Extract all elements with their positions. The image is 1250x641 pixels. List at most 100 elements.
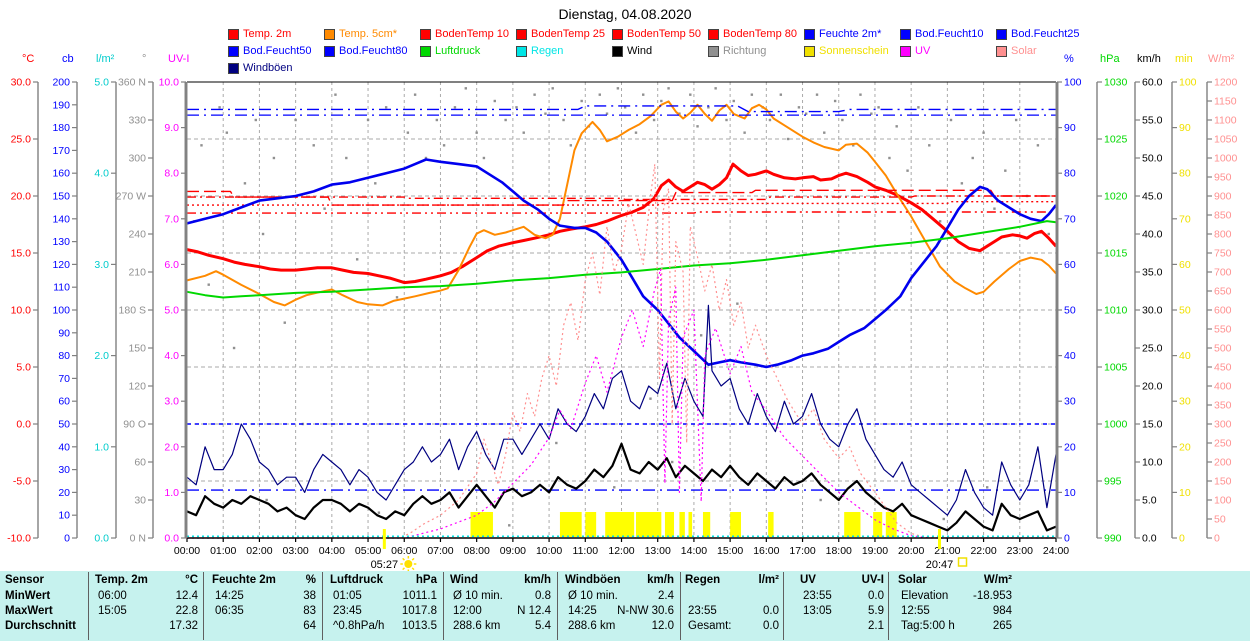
- table-separator: [443, 572, 444, 640]
- richtung-dot: [660, 99, 663, 103]
- sunshine-bar: [844, 512, 861, 537]
- stat-cell-value: 2.4: [658, 590, 674, 602]
- legend-item: BodenTemp 50: [612, 28, 701, 40]
- richtung-dot: [642, 93, 645, 96]
- sunshine-bar: [605, 512, 635, 537]
- table-col-header: Solar: [898, 574, 927, 586]
- legend-label: UV: [915, 45, 931, 57]
- axis-label-wm2: 450: [1214, 362, 1232, 374]
- sunrise-icon-ray: [411, 567, 415, 571]
- richtung-dot: [986, 486, 989, 489]
- axis-label-wm2: 650: [1214, 286, 1232, 298]
- richtung-dot: [786, 137, 790, 141]
- legend-swatch-Bod.Feucht10: [900, 28, 911, 40]
- richtung-dot: [1036, 144, 1040, 147]
- table-separator: [783, 572, 784, 640]
- stat-cell-time: Ø 10 min.: [568, 590, 618, 602]
- axis-label-degC: 5.0: [16, 362, 31, 374]
- axis-label-wm2: 300: [1214, 419, 1232, 431]
- axis-label-uvi: 5.0: [164, 305, 179, 317]
- series-windboeen: [186, 304, 1057, 516]
- richtung-dot: [243, 182, 247, 185]
- richtung-dot: [960, 182, 964, 185]
- richtung-dot: [743, 131, 746, 134]
- axis-header-deg: °: [142, 53, 147, 65]
- legend-swatch-Temp. 5cm*: [324, 28, 335, 40]
- axis-label-pct: 30: [1064, 396, 1076, 408]
- richtung-dot: [200, 144, 203, 147]
- richtung-dot: [515, 106, 518, 109]
- legend-swatch-BodenTemp 10: [420, 28, 431, 40]
- stat-cell-time: 23:55: [803, 590, 832, 602]
- legend-label: BodenTemp 80: [723, 28, 797, 40]
- stat-cell-time: 13:05: [803, 605, 832, 617]
- series-bod_feucht_50: [187, 105, 1056, 113]
- legend-item: Bod.Feucht10: [900, 28, 984, 40]
- richtung-dot: [475, 131, 478, 134]
- x-tick-label: 20:00: [898, 545, 924, 557]
- stat-cell-time: Elevation: [901, 590, 949, 602]
- axis-label-minY: 30: [1179, 396, 1191, 408]
- stat-cell-value: N 12.4: [517, 605, 551, 617]
- table-separator: [88, 572, 89, 640]
- richtung-dot: [652, 118, 656, 122]
- table-col-header: Temp. 2m: [95, 574, 148, 586]
- stat-cell-value: 64: [303, 620, 316, 632]
- axis-label-cb: 20: [58, 487, 70, 499]
- axis-label-wm2: 750: [1214, 248, 1232, 260]
- legend-item: Feuchte 2m*: [804, 28, 881, 40]
- richtung-dot: [569, 144, 573, 147]
- sunrise-icon-ray: [411, 557, 415, 561]
- sunshine-bar: [559, 512, 582, 537]
- richtung-dot: [928, 144, 931, 147]
- axis-label-hpa: 1005: [1104, 362, 1128, 374]
- axis-label-uvi: 9.0: [164, 122, 179, 134]
- series-wind: [186, 442, 1057, 532]
- legend-swatch-BodenTemp 25: [516, 28, 527, 40]
- axis-label-degC: 10.0: [11, 305, 32, 317]
- stat-cell-value: 1013.5: [401, 620, 437, 632]
- legend-item: Temp. 2m: [228, 28, 291, 40]
- richtung-dot: [725, 118, 728, 122]
- axis-label-wm2: 0: [1214, 533, 1220, 545]
- axis-label-degC: -5.0: [13, 476, 31, 488]
- richtung-dot: [555, 441, 558, 445]
- sunshine-bar: [702, 512, 711, 537]
- legend-item: Temp. 5cm*: [324, 28, 397, 40]
- x-tick-label: 19:00: [862, 545, 888, 557]
- axis-label-kmh: 20.0: [1142, 381, 1163, 393]
- legend-label: Luftdruck: [435, 45, 481, 57]
- richtung-dot: [377, 511, 381, 514]
- axis-label-wm2: 1000: [1214, 153, 1238, 165]
- legend-item: Bod.Feucht80: [324, 45, 408, 57]
- axis-label-wm2: 900: [1214, 191, 1232, 203]
- richtung-dot: [1014, 118, 1018, 122]
- stat-cell-value: -18.953: [972, 590, 1012, 602]
- legend-swatch-UV: [900, 45, 911, 57]
- richtung-dot: [797, 106, 801, 109]
- axis-label-wm2: 50: [1214, 514, 1226, 526]
- axis-label-cb: 10: [58, 510, 70, 522]
- axis-label-minY: 10: [1179, 487, 1191, 499]
- legend-label: Bod.Feucht10: [915, 28, 984, 40]
- richtung-dot: [888, 156, 891, 160]
- legend-label: BodenTemp 50: [627, 28, 701, 40]
- richtung-dot: [670, 460, 674, 464]
- richtung-dot: [482, 156, 486, 160]
- richtung-dot: [453, 106, 457, 109]
- axis-label-pct: 10: [1064, 487, 1076, 499]
- richtung-dot: [942, 517, 945, 521]
- axis-label-cb: 40: [58, 441, 70, 453]
- legend-swatch-Feuchte 2m*: [804, 28, 815, 40]
- axis-label-pct: 0: [1064, 533, 1070, 545]
- legend-label: Sonnenschein: [819, 45, 889, 57]
- richtung-dot: [634, 131, 638, 134]
- legend-label: Feuchte 2m*: [819, 28, 882, 40]
- legend-swatch-Regen: [516, 45, 527, 57]
- richtung-dot: [366, 118, 370, 122]
- table-col-unit: %: [305, 574, 316, 586]
- axis-label-uvi: 2.0: [164, 441, 179, 453]
- axis-label-wm2: 950: [1214, 172, 1232, 184]
- richtung-dot: [714, 87, 717, 90]
- richtung-dot: [852, 144, 855, 147]
